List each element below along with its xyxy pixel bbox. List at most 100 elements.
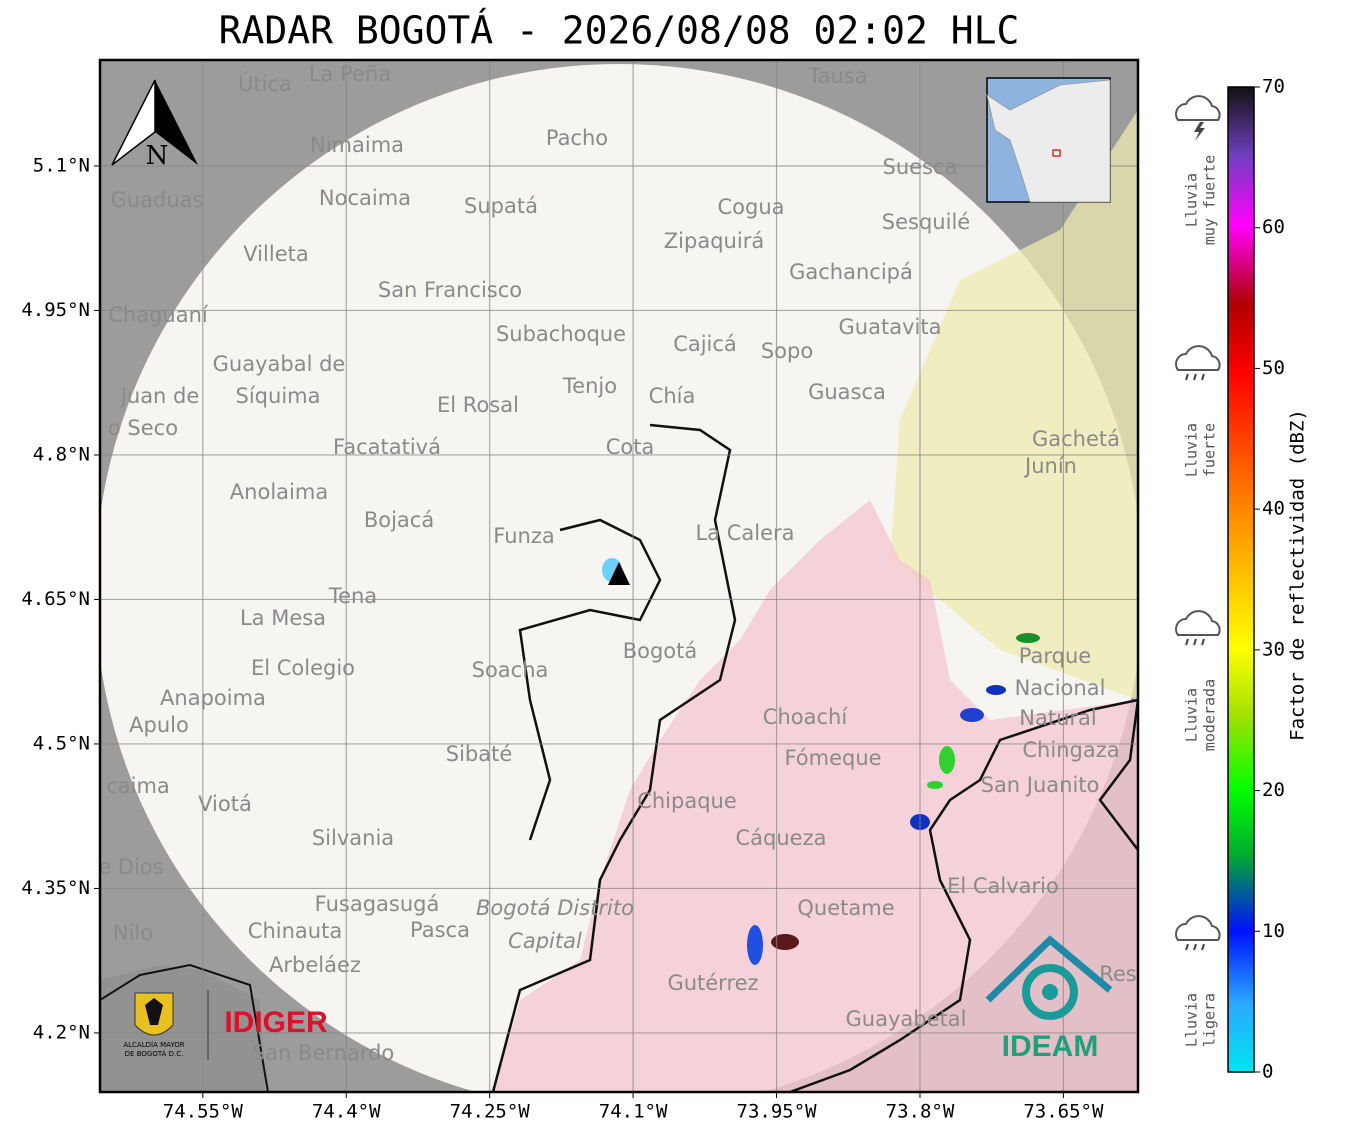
boyaca-region — [890, 110, 1138, 700]
map-frame — [98, 58, 1140, 1094]
place-label: Pacho — [546, 126, 608, 150]
place-label: Anolaima — [230, 480, 328, 504]
place-label: Choachí — [763, 705, 849, 729]
place-label: Juan de — [119, 384, 200, 408]
place-label: Nilo — [113, 921, 153, 945]
radar-site — [608, 562, 630, 585]
place-label: Guasca — [808, 380, 886, 404]
alcaldia-text: ALCALDÍA MAYOR — [123, 1040, 184, 1049]
north-label: N — [146, 141, 169, 171]
weather-icon — [1175, 345, 1221, 371]
place-label: Silvania — [312, 826, 394, 850]
title: RADAR BOGOTÁ - 2026/08/08 02:02 HLC — [219, 9, 1020, 53]
place-label: Capital — [508, 929, 582, 953]
colorbar-tick-label: 20 — [1262, 779, 1285, 801]
place-label: Villeta — [243, 242, 308, 266]
rain-drops — [1185, 943, 1205, 951]
place-label: El Colegio — [251, 656, 355, 680]
place-label: Guaduas — [111, 188, 204, 212]
y-tick-label: 5.1°N — [33, 154, 90, 176]
x-tick-label: 74.4°W — [312, 1101, 381, 1123]
place-label: Cajicá — [673, 332, 737, 356]
rain-level-label: ligera — [1201, 993, 1219, 1047]
place-label: Cogua — [717, 195, 784, 219]
place-label: Chaguaní — [108, 303, 209, 327]
x-tick-label: 74.55°W — [163, 1101, 244, 1123]
ideam-logo: IDEAM — [985, 935, 1113, 1063]
colorbar-label: Factor de reflectividad (dBZ) — [1287, 409, 1309, 741]
weather-icon — [1175, 915, 1221, 941]
place-label: Tenjo — [562, 374, 617, 398]
place-label: Tausa — [807, 64, 867, 88]
weather-icon — [1175, 95, 1221, 121]
grid — [100, 60, 1138, 1092]
colorbar-tick-label: 70 — [1262, 76, 1285, 98]
place-label: Gachancipá — [789, 260, 913, 284]
colorbar-tick-label: 0 — [1262, 1061, 1273, 1083]
place-label: Arbeláez — [269, 953, 361, 977]
place-label: Viotá — [198, 792, 252, 816]
place-label: Funza — [493, 524, 554, 548]
place-label: Nacional — [1015, 676, 1106, 700]
y-tick-label: 4.65°N — [21, 588, 90, 610]
rain-level-label: muy fuerte — [1201, 155, 1219, 245]
place-label: Guayabal de — [213, 352, 346, 376]
place-label: Pasca — [410, 918, 470, 942]
x-tick-label: 73.65°W — [1023, 1101, 1104, 1123]
place-label: San Francisco — [378, 278, 522, 302]
place-label: Anapoima — [160, 686, 266, 710]
colorbar-tick-label: 10 — [1262, 920, 1285, 942]
place-label: San Bernardo — [252, 1041, 394, 1065]
district-boundary — [491, 423, 737, 1092]
place-label: Gutérrez — [667, 971, 758, 995]
colorbar-axis: 0 10 20 30 40 50 60 70 — [1254, 76, 1285, 1083]
place-label: Supatá — [464, 194, 538, 218]
place-label: Sopo — [761, 339, 813, 363]
place-label: o Seco — [108, 416, 178, 440]
axes: 74.55°W 74.4°W 74.25°W 74.1°W 73.95°W 73.8°W 7… — [21, 154, 1104, 1122]
y-tick-label: 4.35°N — [21, 877, 90, 899]
place-label: Útica — [238, 71, 292, 96]
place-label: Natural — [1019, 706, 1096, 730]
rain-level-label: moderada — [1201, 679, 1219, 751]
place-label: Zipaquirá — [664, 229, 764, 253]
place-label: Cáqueza — [736, 826, 827, 850]
ideam-text: IDEAM — [1002, 1030, 1099, 1063]
weather-icon — [1175, 610, 1221, 636]
map-area: La Peña Útica Tausa Pacho Nimaima Guaduas Noca… — [100, 60, 1138, 1092]
place-label: Bogotá Distrito — [476, 896, 634, 920]
place-label: Subachoque — [496, 322, 626, 346]
x-tick-label: 73.8°W — [886, 1101, 955, 1123]
y-tick-label: 4.95°N — [21, 299, 90, 321]
x-tick-label: 73.95°W — [737, 1101, 818, 1123]
radar-echoes — [602, 558, 1040, 965]
y-tick-label: 4.8°N — [33, 443, 90, 465]
rain-drops — [1185, 373, 1205, 381]
place-label: El Rosal — [437, 393, 519, 417]
place-label: Quetame — [797, 896, 894, 920]
place-label: Junín — [1023, 454, 1077, 478]
place-label: Apulo — [129, 713, 189, 737]
colorbar-tick-label: 50 — [1262, 357, 1285, 379]
rain-level-label: Lluvia — [1183, 423, 1201, 477]
place-label: Nocaima — [319, 186, 411, 210]
place-label: Nimaima — [310, 133, 404, 157]
inset-map — [986, 77, 1111, 203]
y-tick-label: 4.5°N — [33, 732, 90, 754]
north-arrow: N — [111, 79, 198, 171]
place-labels: La Peña Útica Tausa Pacho Nimaima Guaduas Noca… — [100, 62, 1137, 1065]
colorbar — [1227, 86, 1255, 1073]
place-label: La Calera — [695, 521, 794, 545]
rain-level-label: Lluvia — [1183, 173, 1201, 227]
place-label: Gachetá — [1032, 427, 1120, 451]
y-tick-label: 4.2°N — [33, 1021, 90, 1043]
dept-boundary — [789, 698, 1138, 1092]
place-label: Síquima — [236, 384, 321, 408]
place-label: La Peña — [309, 62, 391, 86]
place-label: Bogotá — [623, 639, 698, 663]
x-tick-label: 74.25°W — [450, 1101, 531, 1123]
idiger-logo: IDIGER — [224, 1006, 328, 1039]
lightning — [1194, 122, 1205, 141]
place-label: El Calvario — [947, 874, 1059, 898]
